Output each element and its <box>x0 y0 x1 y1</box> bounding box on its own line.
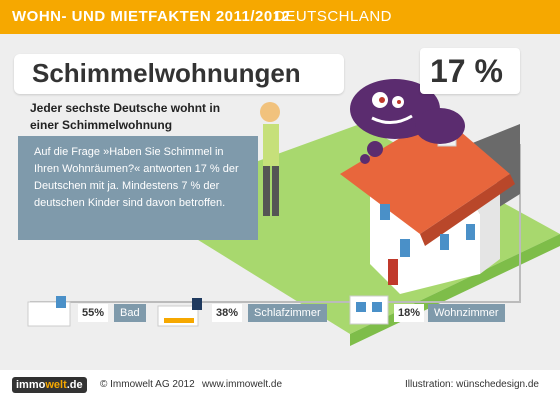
infographic-area: Schimmelwohnungen 17 % Jeder sechste Deu… <box>0 34 560 370</box>
footer: immowelt.de © Immowelt AG 2012 www.immow… <box>0 370 560 400</box>
room-schlafzimmer-label: Schlafzimmer <box>248 304 327 322</box>
room-wohnzimmer-value: 18% <box>394 304 425 322</box>
window-icon <box>349 295 389 325</box>
room-bad-label: Bad <box>114 304 146 322</box>
window-4 <box>466 224 475 240</box>
page-title: Schimmelwohnungen <box>32 58 301 88</box>
immowelt-logo[interactable]: immowelt.de <box>12 377 87 393</box>
header-bar: WOHN- UND MIETFAKTEN 2011/2012 DEUTSCHLA… <box>0 0 560 34</box>
room-wohnzimmer-label: Wohnzimmer <box>428 304 505 322</box>
door <box>388 259 398 285</box>
title-box: Schimmelwohnungen <box>14 54 344 94</box>
window-2 <box>400 239 410 257</box>
subheading: Jeder sechste Deutsche wohnt in einer Sc… <box>30 101 221 132</box>
room-schlafzimmer-value: 38% <box>212 304 243 322</box>
website-link[interactable]: www.immowelt.de <box>202 379 283 390</box>
copyright: © Immowelt AG 2012 <box>100 379 195 390</box>
percentage-badge: 17 % <box>420 48 520 94</box>
header-title: WOHN- UND MIETFAKTEN 2011/2012 <box>12 8 291 25</box>
room-bad-value: 55% <box>78 304 109 322</box>
window-1 <box>380 204 390 220</box>
illustration-credit: Illustration: wünschedesign.de <box>405 379 539 390</box>
roof-edge <box>420 174 515 246</box>
window-3 <box>440 234 449 250</box>
info-box: Auf die Frage »Haben Sie Schimmel in Ihr… <box>18 136 258 240</box>
percentage-value: 17 % <box>430 53 503 89</box>
info-text: Auf die Frage »Haben Sie Schimmel in Ihr… <box>34 146 239 209</box>
scared-man <box>260 102 280 122</box>
header-region: DEUTSCHLAND <box>274 8 393 25</box>
